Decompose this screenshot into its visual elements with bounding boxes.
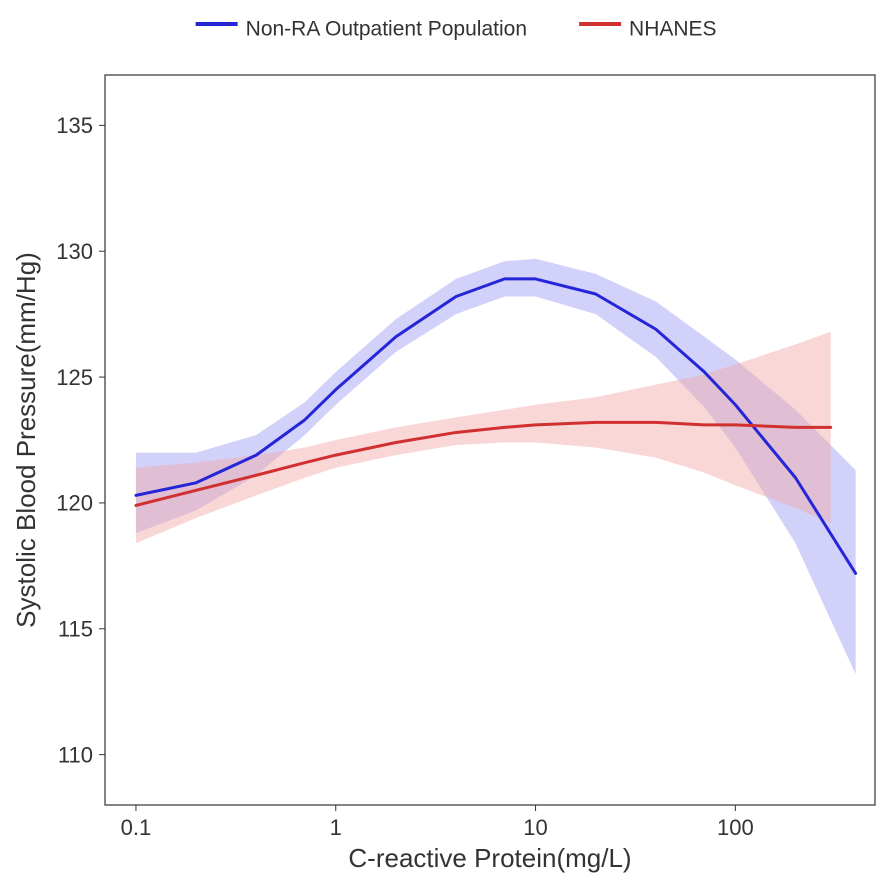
legend-label: NHANES [629,18,717,41]
y-tick-label: 130 [56,239,93,264]
x-axis-label: C-reactive Protein(mg/L) [348,843,631,873]
chart-container: 0.1110100C-reactive Protein(mg/L)1101151… [0,0,894,879]
legend-item: Non-RA Outpatient Population [196,18,527,41]
chart-svg: 0.1110100C-reactive Protein(mg/L)1101151… [0,0,894,879]
legend-swatch [196,22,238,26]
x-tick-label: 0.1 [121,815,152,840]
x-tick-label: 100 [717,815,754,840]
legend-label: Non-RA Outpatient Population [246,18,527,41]
x-tick-label: 1 [330,815,342,840]
y-tick-label: 115 [58,616,93,641]
legend: Non-RA Outpatient Population NHANES [196,18,717,41]
y-tick-label: 125 [56,365,93,390]
legend-swatch [579,22,621,26]
y-tick-label: 135 [56,113,93,138]
y-tick-label: 120 [56,491,93,516]
y-tick-label: 110 [58,742,93,767]
x-tick-label: 10 [523,815,547,840]
y-axis-label: Systolic Blood Pressure(mm/Hg) [11,252,41,628]
